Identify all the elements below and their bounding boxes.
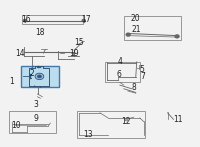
Text: 1: 1 <box>9 77 14 86</box>
Text: 17: 17 <box>81 15 91 24</box>
Text: 12: 12 <box>121 117 131 126</box>
Circle shape <box>125 118 128 121</box>
FancyBboxPatch shape <box>77 111 145 138</box>
Text: 18: 18 <box>36 28 45 37</box>
FancyBboxPatch shape <box>21 66 59 87</box>
Text: 15: 15 <box>74 38 84 47</box>
FancyBboxPatch shape <box>124 16 181 40</box>
Circle shape <box>37 75 41 78</box>
Text: 3: 3 <box>33 100 38 109</box>
Text: 6: 6 <box>116 70 121 80</box>
Text: 9: 9 <box>33 114 38 123</box>
Text: 19: 19 <box>69 49 79 58</box>
Circle shape <box>23 20 27 22</box>
FancyBboxPatch shape <box>22 15 83 24</box>
Text: 5: 5 <box>139 65 144 74</box>
FancyBboxPatch shape <box>105 62 140 82</box>
Text: 2: 2 <box>29 69 34 78</box>
FancyBboxPatch shape <box>9 111 56 133</box>
Text: 20: 20 <box>131 14 141 23</box>
Text: 11: 11 <box>173 115 182 124</box>
Text: 4: 4 <box>117 57 122 66</box>
Circle shape <box>175 35 179 38</box>
Text: 14: 14 <box>15 49 24 58</box>
Circle shape <box>35 73 44 80</box>
Text: 16: 16 <box>22 15 31 24</box>
Text: 13: 13 <box>83 130 93 139</box>
Circle shape <box>82 20 85 22</box>
Text: 10: 10 <box>11 121 20 130</box>
Text: 7: 7 <box>140 72 145 81</box>
Circle shape <box>126 33 130 36</box>
Text: 8: 8 <box>131 83 136 92</box>
Text: 21: 21 <box>131 25 141 34</box>
